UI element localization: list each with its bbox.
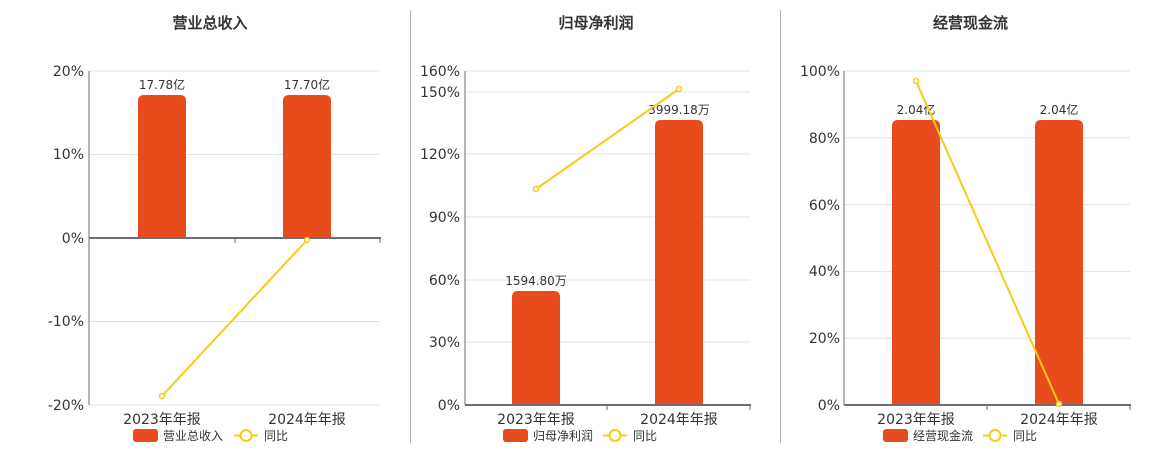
chart-title: 归母净利润 (558, 14, 634, 32)
bar-2023[interactable] (512, 291, 560, 405)
svg-text:2.04亿: 2.04亿 (1040, 102, 1079, 117)
bar-value-labels: 2.04亿 2.04亿 (897, 102, 1079, 117)
svg-text:同比: 同比 (264, 429, 288, 443)
bars (512, 120, 703, 405)
svg-text:2023年年报: 2023年年报 (123, 412, 201, 428)
svg-text:120%: 120% (420, 147, 460, 163)
yoy-line (532, 85, 683, 193)
bar-2023[interactable] (892, 120, 940, 405)
svg-text:0%: 0% (438, 398, 460, 414)
svg-text:10%: 10% (53, 147, 84, 163)
legend[interactable]: 归母净利润 同比 (503, 429, 657, 443)
svg-text:17.70亿: 17.70亿 (284, 77, 330, 92)
svg-text:20%: 20% (53, 64, 84, 80)
bars (892, 120, 1083, 405)
svg-text:-20%: -20% (48, 398, 84, 414)
chart-operating-cash-flow: 100% 80% 60% 40% 20% 0% 2.04亿 2.04亿 (800, 64, 1131, 443)
x-axis (465, 404, 751, 410)
svg-text:30%: 30% (429, 335, 460, 351)
chart-title: 经营现金流 (932, 14, 1008, 32)
bars (138, 95, 331, 238)
svg-text:营业总收入: 营业总收入 (163, 429, 223, 443)
bar-2023[interactable] (138, 95, 186, 238)
chart-title: 营业总收入 (172, 14, 248, 32)
svg-text:60%: 60% (429, 273, 460, 289)
x-axis (844, 404, 1131, 410)
yoy-point-2024[interactable] (675, 85, 683, 93)
svg-text:经营现金流: 经营现金流 (913, 428, 973, 443)
y-axis-labels: 20% 10% 0% -10% -20% (48, 64, 84, 414)
svg-text:1594.80万: 1594.80万 (505, 274, 567, 288)
yoy-point-2023[interactable] (912, 77, 920, 85)
legend-bar-swatch (883, 429, 908, 442)
legend-line-icon (239, 429, 253, 442)
chart-panel-net-profit: 归母净利润 160% 150% 120% 90% 60% 30% 0% (411, 0, 781, 450)
svg-text:2024年年报: 2024年年报 (268, 412, 346, 428)
svg-text:2023年年报: 2023年年报 (497, 412, 575, 428)
gridlines (844, 70, 1130, 339)
svg-text:40%: 40% (809, 264, 840, 280)
svg-text:0%: 0% (818, 398, 840, 414)
svg-text:同比: 同比 (1013, 429, 1037, 443)
chart-panel-revenue: 营业总收入 20% 10% 0% -10% -20% 17.78亿 17.70亿 (0, 0, 410, 450)
svg-text:2024年年报: 2024年年报 (1020, 412, 1098, 428)
y-axis-labels: 100% 80% 60% 40% 20% 0% (800, 64, 840, 414)
svg-text:17.78亿: 17.78亿 (139, 77, 185, 92)
svg-text:150%: 150% (420, 85, 460, 101)
legend[interactable]: 经营现金流 同比 (883, 428, 1037, 443)
yoy-point-2023[interactable] (532, 185, 540, 193)
svg-text:-10%: -10% (48, 314, 84, 330)
svg-text:0%: 0% (62, 231, 84, 247)
svg-text:60%: 60% (809, 198, 840, 214)
svg-text:90%: 90% (429, 210, 460, 226)
yoy-point-2024[interactable] (1055, 400, 1063, 408)
x-axis (89, 237, 381, 243)
panel-divider (780, 10, 781, 443)
legend-line-icon (988, 429, 1002, 442)
svg-text:2024年年报: 2024年年报 (640, 412, 718, 428)
legend-line-icon (608, 429, 622, 442)
svg-text:2.04亿: 2.04亿 (897, 102, 936, 117)
yoy-line (158, 236, 311, 400)
legend-bar-swatch (133, 429, 158, 442)
x-axis-labels: 2023年年报 2024年年报 (497, 412, 718, 428)
svg-text:160%: 160% (420, 64, 460, 80)
yoy-point-2023[interactable] (158, 392, 166, 400)
x-axis-labels: 2023年年报 2024年年报 (123, 412, 346, 428)
panel-divider (410, 10, 411, 443)
yoy-line (912, 77, 1063, 408)
svg-text:同比: 同比 (633, 429, 657, 443)
legend-bar-swatch (503, 429, 528, 442)
yoy-point-2024[interactable] (303, 236, 311, 244)
chart-revenue: 20% 10% 0% -10% -20% 17.78亿 17.70亿 2023年… (48, 64, 381, 443)
svg-text:2023年年报: 2023年年报 (877, 412, 955, 428)
chart-net-profit: 160% 150% 120% 90% 60% 30% 0% 1594.80万 3… (420, 64, 751, 443)
svg-text:100%: 100% (800, 64, 840, 80)
bar-2024[interactable] (283, 95, 331, 238)
bar-2024[interactable] (1035, 120, 1083, 405)
chart-panel-operating-cash-flow: 经营现金流 100% 80% 60% 40% 20% 0% (781, 0, 1160, 450)
gridlines (89, 70, 380, 406)
svg-text:80%: 80% (809, 131, 840, 147)
y-axis-labels: 160% 150% 120% 90% 60% 30% 0% (420, 64, 460, 414)
x-axis-labels: 2023年年报 2024年年报 (877, 412, 1098, 428)
bar-value-labels: 1594.80万 3999.18万 (505, 103, 710, 288)
legend[interactable]: 营业总收入 同比 (133, 429, 288, 443)
svg-text:3999.18万: 3999.18万 (648, 103, 710, 117)
svg-text:20%: 20% (809, 331, 840, 347)
svg-text:归母净利润: 归母净利润 (533, 429, 593, 443)
bar-value-labels: 17.78亿 17.70亿 (139, 77, 330, 92)
bar-2024[interactable] (655, 120, 703, 405)
